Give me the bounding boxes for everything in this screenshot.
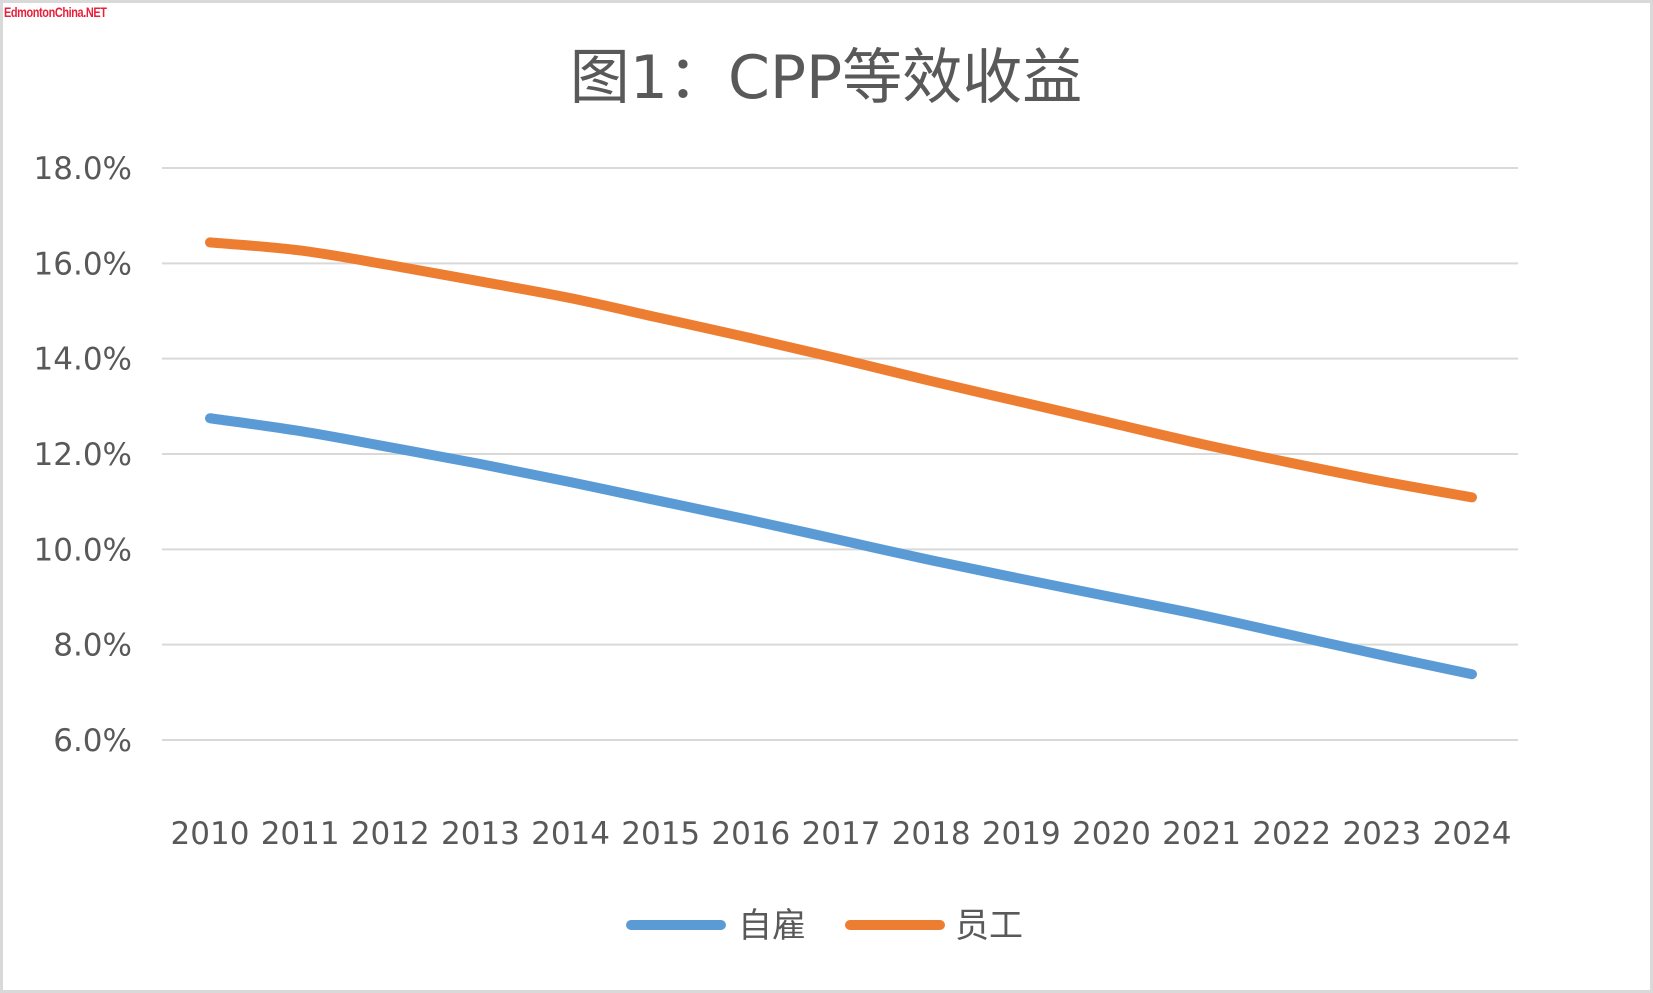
gridlines [162,167,1518,741]
series-line [205,237,1477,503]
watermark: EdmontonChina.NET [4,4,107,20]
legend-item[interactable]: 自雇 [626,906,806,946]
legend-label: 自雇 [738,906,806,946]
x-tick-label: 2021 [1162,816,1241,852]
series-self-employed [205,413,1477,680]
x-tick-label: 2016 [711,816,790,852]
x-tick-label: 2017 [802,816,881,852]
x-tick-label: 2010 [171,816,250,852]
x-tick-label: 2018 [892,816,971,852]
x-tick-label: 2023 [1342,816,1421,852]
series-employee [205,237,1477,503]
y-axis-ticks: 6.0% 8.0% 10.0% 12.0% 14.0% 16.0% 18.0% [34,151,132,759]
x-tick-label: 2014 [531,816,610,852]
y-tick-label: 12.0% [34,437,132,473]
x-axis-ticks: 2010 2011 2012 2013 2014 2015 2016 2017 2018 2019… [171,816,1512,852]
x-tick-label: 2020 [1072,816,1151,852]
legend-label: 员工 [955,906,1023,946]
legend-item[interactable]: 员工 [845,906,1023,946]
y-tick-label: 10.0% [34,532,132,568]
legend: 自雇 员工 [626,906,1023,946]
y-tick-label: 16.0% [34,246,132,282]
y-tick-label: 14.0% [34,342,132,378]
y-tick-label: 8.0% [53,628,132,664]
x-tick-label: 2015 [621,816,700,852]
x-tick-label: 2024 [1433,816,1512,852]
x-tick-label: 2012 [351,816,430,852]
y-tick-label: 18.0% [34,151,132,187]
x-tick-label: 2013 [441,816,520,852]
x-tick-label: 2022 [1252,816,1331,852]
x-tick-label: 2019 [982,816,1061,852]
chart-title: 图1：CPP等效收益 [570,43,1082,113]
y-tick-label: 6.0% [53,723,132,759]
x-tick-label: 2011 [261,816,340,852]
series-lines [205,237,1477,680]
